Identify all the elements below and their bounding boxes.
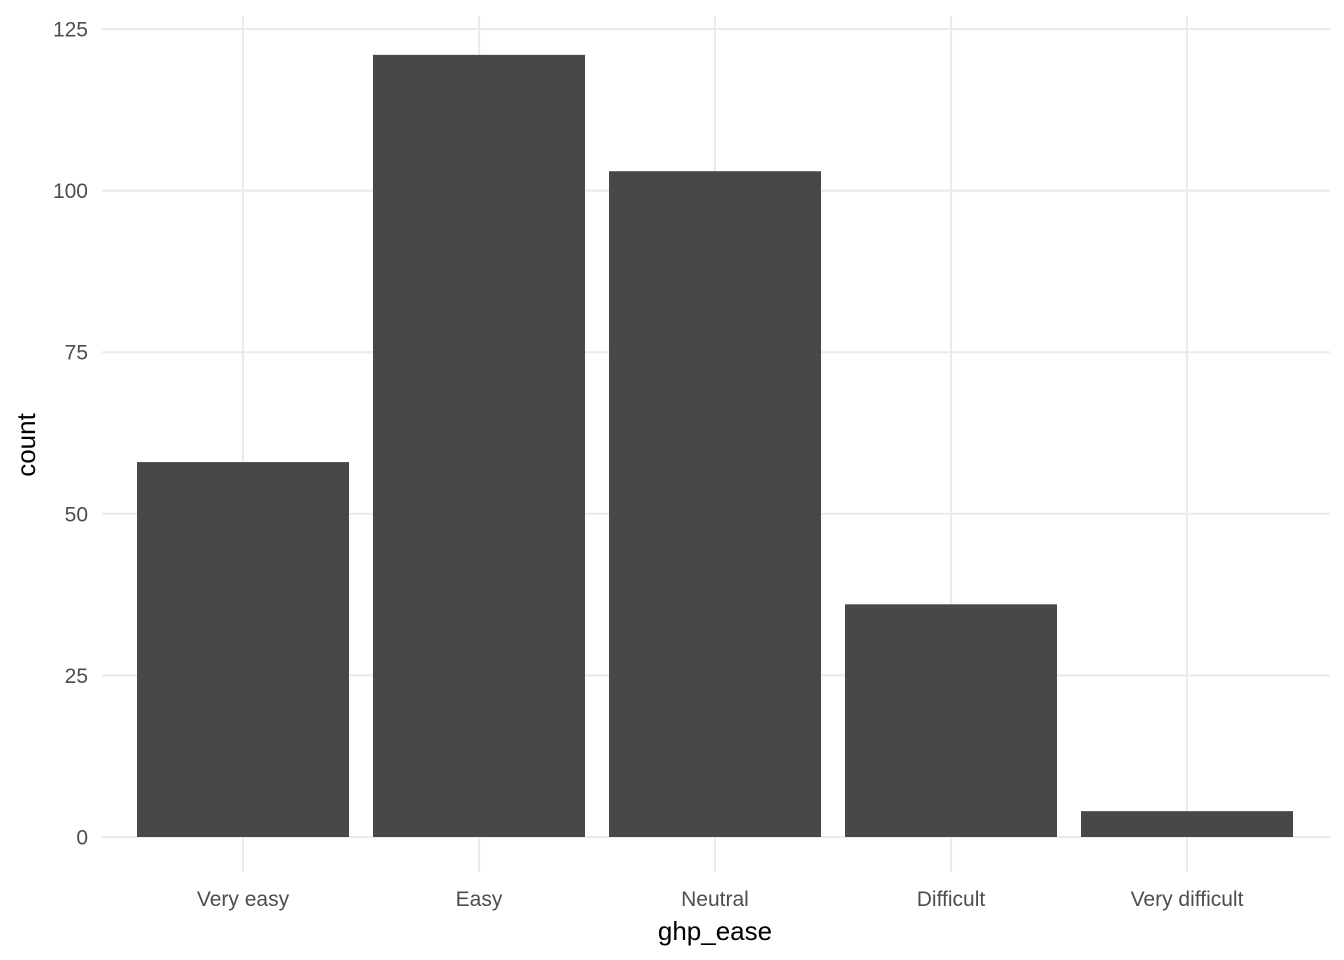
y-tick-label: 125 <box>53 19 88 42</box>
y-tick-label: 0 <box>76 827 88 850</box>
x-tick-label: Neutral <box>681 888 749 911</box>
x-axis-ticks: Very easy Easy Neutral Difficult Very diffic… <box>197 888 1244 911</box>
y-tick-label: 25 <box>65 665 88 688</box>
y-tick-label: 50 <box>65 503 88 526</box>
bar-easy <box>373 54 585 837</box>
x-tick-label: Very easy <box>197 888 290 911</box>
x-tick-label: Easy <box>456 888 503 911</box>
bar-neutral <box>609 171 821 837</box>
y-tick-label: 75 <box>65 342 88 365</box>
bar-difficult <box>845 604 1057 837</box>
y-tick-label: 100 <box>53 180 88 203</box>
y-axis-ticks: 0 25 50 75 100 125 <box>53 19 88 850</box>
x-tick-label: Very difficult <box>1131 888 1244 911</box>
y-axis-title: count <box>11 412 41 476</box>
x-axis-title: ghp_ease <box>658 916 772 946</box>
bar-very-difficult <box>1081 811 1293 837</box>
bars-layer <box>137 54 1293 837</box>
bar-very-easy <box>137 462 349 837</box>
x-tick-label: Difficult <box>917 888 986 911</box>
